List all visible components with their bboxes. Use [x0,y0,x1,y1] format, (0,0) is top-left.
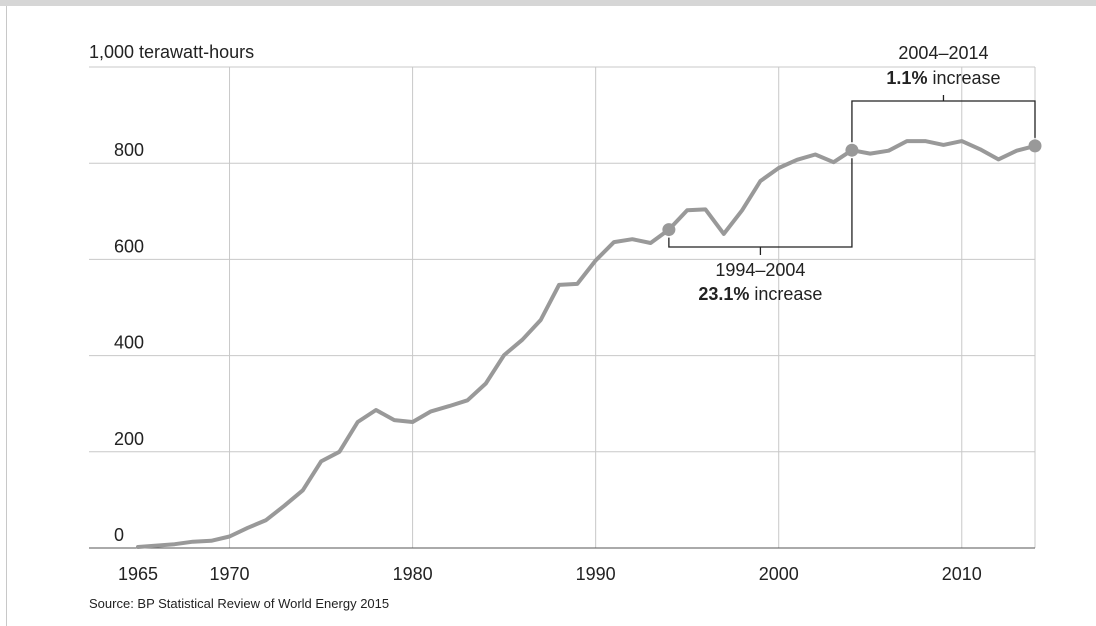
annotation-1994-2004-text: increase [749,284,822,304]
top-bar [0,0,1096,6]
x-tick-labels: 1965 1970 1980 1990 2000 2010 [118,564,982,584]
bracket-2004-2014 [851,100,1036,143]
y-tick-labels: 0 200 400 600 800 [114,140,144,545]
period-brackets [668,95,1036,255]
highlight-markers [662,139,1042,237]
annotation-1994-2004-increase: 23.1% increase [698,284,822,304]
y-tick-200: 200 [114,429,144,449]
annotation-2004-2014-increase: 1.1% increase [886,68,1000,88]
marker-2004 [845,143,859,157]
y-axis-unit-label: 1,000 terawatt-hours [89,42,254,62]
marker-1994 [662,223,676,237]
line-chart: 1,000 terawatt-hours 1965 1970 1980 1990 200… [89,42,1042,584]
horizontal-gridlines [89,66,1035,453]
left-border [6,6,7,626]
x-tick-2000: 2000 [759,564,799,584]
annotation-2004-2014-text: increase [927,68,1000,88]
vertical-gridlines [229,67,1036,548]
marker-2014 [1028,139,1042,153]
y-tick-600: 600 [114,236,144,256]
source-note: Source: BP Statistical Review of World E… [89,596,390,611]
x-tick-1980: 1980 [393,564,433,584]
x-tick-1970: 1970 [210,564,250,584]
annotation-2004-2014-value: 1.1% [886,68,927,88]
x-tick-1965: 1965 [118,564,158,584]
y-tick-800: 800 [114,140,144,160]
annotation-1994-2004-value: 23.1% [698,284,749,304]
y-tick-400: 400 [114,333,144,353]
annotation-1994-2004-period: 1994–2004 [715,260,805,280]
x-tick-2010: 2010 [942,564,982,584]
series-line [136,139,1037,549]
y-tick-0: 0 [114,525,124,545]
bracket-1994-2004 [668,158,853,248]
annotation-2004-2014-period: 2004–2014 [898,43,988,63]
x-tick-1990: 1990 [576,564,616,584]
